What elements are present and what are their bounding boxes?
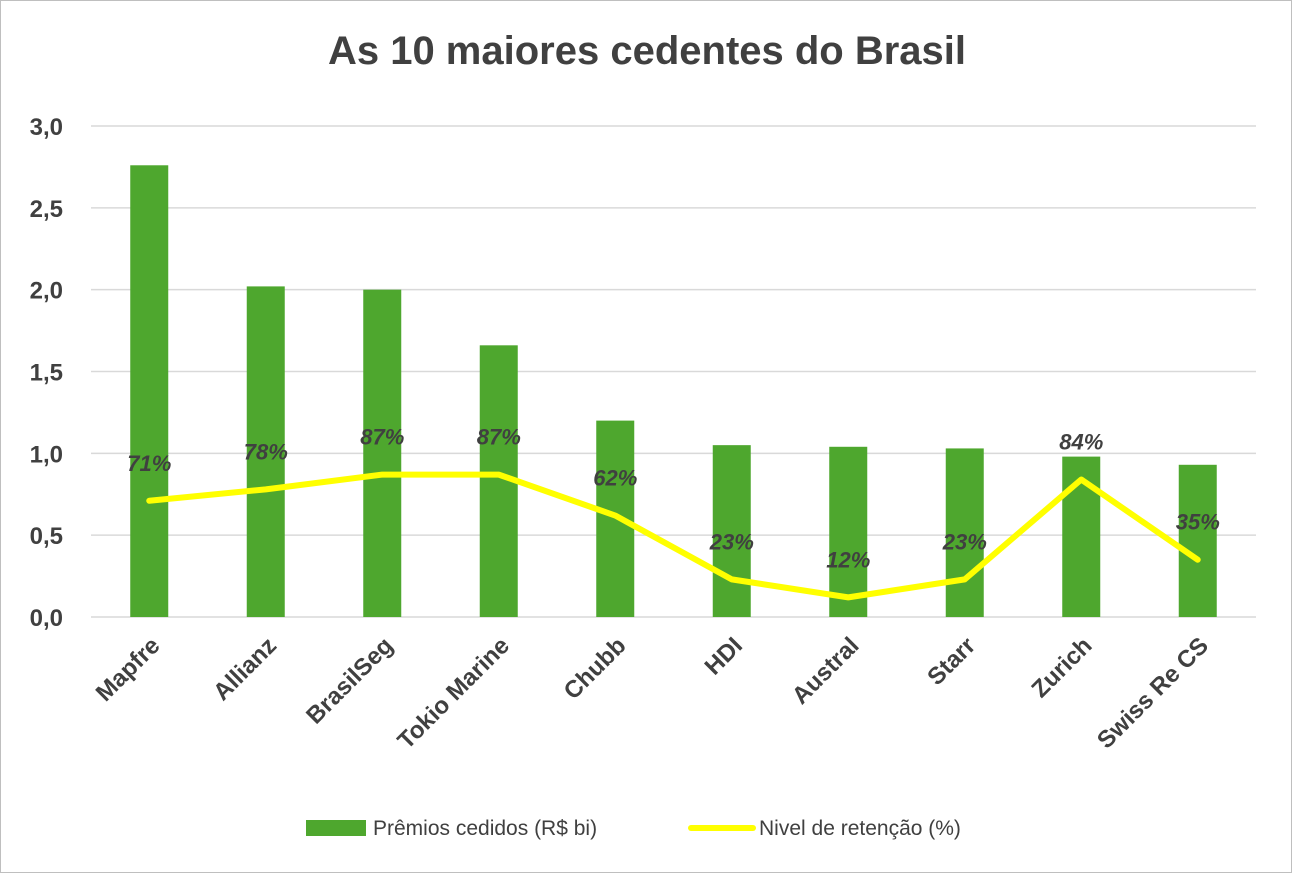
data-label: 87%: [477, 425, 521, 450]
line-series-retention: [146, 471, 1201, 601]
data-label: 71%: [127, 451, 171, 476]
bar: [1178, 464, 1217, 617]
y-tick-label: 3,0: [30, 114, 63, 141]
y-tick-label: 0,5: [30, 523, 63, 550]
bar: [363, 289, 402, 617]
x-tick-label: Swiss Re CS: [1092, 632, 1214, 754]
x-tick-label: Tokio Marine: [392, 632, 515, 755]
y-tick-label: 0,0: [30, 605, 63, 632]
legend-label-line: Nivel de retenção (%): [759, 817, 961, 840]
bar: [130, 165, 169, 617]
data-label: 23%: [942, 529, 987, 554]
data-label: 78%: [244, 439, 288, 464]
y-tick-label: 1,5: [30, 360, 63, 387]
x-tick-label: Starr: [922, 632, 981, 691]
x-tick-label: Allianz: [208, 632, 282, 706]
x-tick-label: BrasilSeg: [301, 632, 398, 729]
bar: [246, 286, 285, 617]
bar: [712, 445, 751, 617]
bar: [829, 446, 868, 617]
y-tick-label: 1,0: [30, 441, 63, 468]
bar: [945, 448, 984, 617]
x-tick-label: Chubb: [559, 632, 632, 705]
data-label: 12%: [826, 547, 870, 572]
y-tick-label: 2,0: [30, 278, 63, 305]
data-label: 84%: [1059, 430, 1103, 455]
x-tick-label: Zurich: [1027, 632, 1098, 703]
chart-title: As 10 maiores cedentes do Brasil: [327, 29, 967, 73]
data-label: 35%: [1176, 510, 1220, 535]
legend-label-bar: Prêmios cedidos (R$ bi): [373, 817, 597, 840]
legend-swatch-bar: [306, 820, 366, 836]
x-tick-label: HDI: [700, 632, 748, 680]
y-tick-label: 2,5: [30, 196, 63, 223]
data-label: 62%: [593, 466, 637, 491]
data-label: 87%: [360, 425, 404, 450]
data-label: 23%: [709, 529, 754, 554]
x-tick-label: Mapfre: [91, 632, 166, 707]
x-tick-label: Austral: [787, 632, 865, 710]
